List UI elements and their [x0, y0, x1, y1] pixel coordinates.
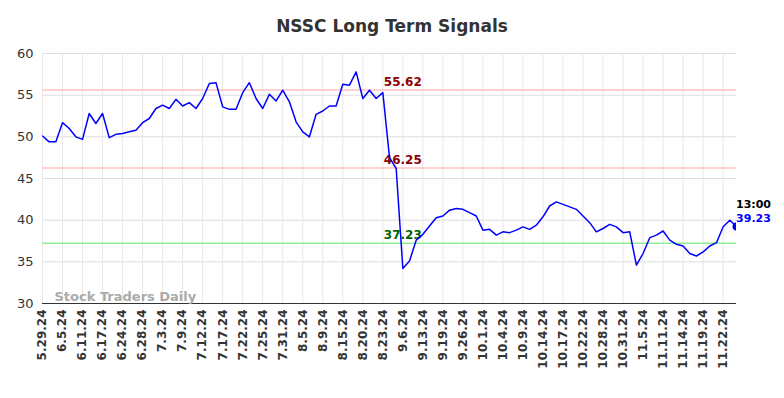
svg-text:10.1.24: 10.1.24 — [476, 310, 490, 361]
svg-text:6.28.24: 6.28.24 — [135, 310, 149, 361]
svg-text:8.23.24: 8.23.24 — [376, 310, 390, 361]
svg-text:11.19.24: 11.19.24 — [696, 310, 710, 369]
svg-text:60: 60 — [17, 46, 34, 61]
svg-text:7.17.24: 7.17.24 — [216, 310, 230, 361]
svg-text:11.22.24: 11.22.24 — [716, 310, 730, 369]
svg-text:9.19.24: 9.19.24 — [436, 310, 450, 361]
svg-text:9.6.24: 9.6.24 — [396, 310, 410, 353]
svg-text:10.9.24: 10.9.24 — [516, 310, 530, 361]
svg-text:7.31.24: 7.31.24 — [276, 310, 290, 361]
svg-text:46.25: 46.25 — [383, 152, 422, 167]
svg-text:9.13.24: 9.13.24 — [416, 310, 430, 361]
svg-text:45: 45 — [17, 171, 34, 186]
svg-text:9.26.24: 9.26.24 — [456, 310, 470, 361]
svg-text:10.17.24: 10.17.24 — [556, 310, 570, 369]
svg-text:40: 40 — [17, 212, 34, 227]
svg-text:7.22.24: 7.22.24 — [236, 310, 250, 361]
svg-text:11.5.24: 11.5.24 — [636, 310, 650, 361]
svg-text:5.29.24: 5.29.24 — [35, 310, 49, 361]
svg-text:30: 30 — [17, 296, 34, 311]
svg-text:11.11.24: 11.11.24 — [656, 310, 670, 369]
svg-text:10.4.24: 10.4.24 — [496, 310, 510, 361]
html-text:NSSC Long Term Signals: NSSC Long Term Signals — [276, 16, 508, 36]
svg-text:7.3.24: 7.3.24 — [155, 310, 169, 353]
svg-text:39.23: 39.23 — [736, 212, 771, 225]
svg-text:8.20.24: 8.20.24 — [356, 310, 370, 361]
svg-text:10.31.24: 10.31.24 — [616, 310, 630, 369]
svg-text:7.12.24: 7.12.24 — [195, 310, 209, 361]
svg-text:8.9.24: 8.9.24 — [316, 310, 330, 353]
svg-text:Stock Traders Daily: Stock Traders Daily — [55, 289, 197, 304]
svg-text:7.25.24: 7.25.24 — [256, 310, 270, 361]
svg-text:35: 35 — [17, 254, 34, 269]
svg-text:7.9.24: 7.9.24 — [175, 310, 189, 353]
svg-text:6.11.24: 6.11.24 — [75, 310, 89, 361]
svg-text:8.5.24: 8.5.24 — [296, 310, 310, 353]
svg-text:10.28.24: 10.28.24 — [596, 310, 610, 369]
svg-text:8.15.24: 8.15.24 — [336, 310, 350, 361]
svg-text:50: 50 — [17, 129, 34, 144]
svg-text:6.17.24: 6.17.24 — [95, 310, 109, 361]
svg-text:6.5.24: 6.5.24 — [55, 310, 69, 353]
svg-text:37.23: 37.23 — [383, 228, 422, 243]
svg-text:10.14.24: 10.14.24 — [536, 310, 550, 369]
svg-text:6.24.24: 6.24.24 — [115, 310, 129, 361]
svg-text:55: 55 — [17, 87, 34, 102]
svg-text:13:00: 13:00 — [736, 198, 771, 211]
svg-text:55.62: 55.62 — [384, 75, 422, 89]
svg-text:11.14.24: 11.14.24 — [676, 310, 690, 369]
svg-text:10.22.24: 10.22.24 — [576, 310, 590, 369]
